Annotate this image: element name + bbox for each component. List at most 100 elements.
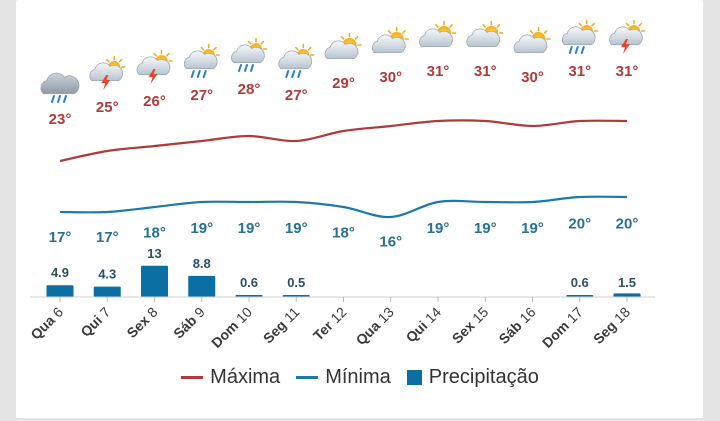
max-temp-label: 23° — [49, 111, 72, 128]
precip-bar — [141, 265, 168, 297]
min-temp-label: 20° — [616, 216, 639, 233]
precip-value-label: 13 — [147, 246, 161, 261]
rain-drop — [196, 70, 201, 78]
rain-sun-icon — [231, 37, 268, 72]
sun-ray — [153, 52, 157, 57]
min-temp-label: 20° — [568, 216, 591, 233]
cloud-shape — [513, 34, 548, 54]
rain-drop — [244, 64, 248, 72]
sun-ray — [449, 24, 453, 28]
sun-ray — [401, 30, 406, 34]
sun-cloud-icon — [419, 20, 457, 48]
max-temp-label: 31° — [568, 63, 591, 80]
sun-ray — [625, 22, 630, 27]
min-temp-label: 16° — [379, 234, 402, 251]
day-label: Sex 15 — [449, 304, 492, 347]
lightning-bolt — [148, 69, 158, 84]
sun-ray — [387, 30, 392, 34]
sun-ray — [435, 24, 439, 28]
cloud-shape — [40, 72, 80, 95]
rain-sun-icon — [278, 43, 315, 78]
precip-value-label: 0.6 — [240, 275, 258, 290]
cloud-shape — [609, 26, 643, 46]
day-label: Ter 12 — [310, 304, 350, 344]
max-temp-label: 28° — [238, 81, 261, 98]
day-label: Qua 13 — [353, 304, 397, 348]
precip-value-label: 8.8 — [193, 256, 211, 271]
precip-value-label: 4.3 — [98, 267, 116, 282]
precip-bar — [613, 293, 641, 297]
day-label: Sáb 9 — [170, 304, 208, 342]
rain-drop — [285, 70, 290, 78]
cloud-shape — [371, 34, 406, 54]
day-label: Seg 11 — [260, 304, 303, 347]
sun-ray — [118, 58, 123, 63]
sun-ray — [340, 36, 345, 40]
cloud-shape — [183, 50, 218, 70]
max-temp-label: 26° — [143, 93, 166, 110]
rain-cloud-icon — [40, 72, 80, 103]
sun-ray — [260, 40, 265, 45]
min-temp-label: 19° — [238, 220, 261, 237]
min-temp-label: 17° — [96, 229, 119, 246]
rain-drop — [190, 70, 195, 78]
cloud-shape — [231, 44, 265, 64]
max-temp-label: 31° — [474, 63, 497, 80]
rain-drop — [250, 64, 254, 72]
rain-drop — [568, 46, 573, 54]
min-temp-label: 18° — [143, 225, 166, 242]
day-label: Qui 7 — [77, 304, 113, 340]
sun-ray — [591, 22, 595, 27]
legend-item-max[interactable]: Máxima — [181, 366, 280, 389]
rain-sun-icon — [561, 19, 599, 54]
min-temp-label: 19° — [474, 220, 497, 237]
max-temp-line — [59, 119, 628, 163]
sun-ray — [543, 30, 548, 34]
sun-ray — [482, 24, 487, 28]
min-temp-label: 17° — [49, 229, 72, 246]
sun-ray — [295, 46, 299, 51]
precip-bar — [93, 286, 121, 297]
sun-ray — [638, 22, 643, 27]
rain-drop — [51, 95, 55, 103]
precip-bar — [46, 285, 74, 297]
legend-item-precip[interactable]: Precipitação — [406, 366, 539, 389]
legend-label-precip: Precipitação — [428, 366, 539, 388]
sun-ray — [529, 30, 534, 34]
sun-ray — [307, 46, 312, 51]
legend-label-min: Mínima — [325, 366, 391, 388]
max-temp-label: 31° — [616, 63, 639, 80]
sun-cloud-icon — [324, 32, 362, 60]
day-label: Dom 10 — [208, 304, 255, 351]
legend-swatch-precip — [406, 370, 422, 385]
lightning-bolt — [101, 75, 111, 90]
rain-sun-icon — [183, 43, 221, 78]
min-temp-label: 19° — [190, 220, 213, 237]
sun-ray — [213, 46, 217, 51]
min-temp-label: 19° — [521, 220, 544, 237]
day-label: Sex 8 — [123, 304, 160, 341]
sun-ray — [247, 40, 252, 45]
rain-drop — [63, 95, 67, 103]
precip-value-label: 0.5 — [287, 275, 305, 290]
legend-item-min[interactable]: Mínima — [296, 366, 391, 389]
rain-drop — [202, 70, 207, 78]
rain-drop — [57, 95, 61, 103]
sun-ray — [578, 22, 583, 27]
min-temp-line — [59, 195, 628, 219]
cloud-shape — [89, 62, 123, 82]
rain-drop — [574, 46, 579, 54]
rain-drop — [291, 70, 296, 78]
max-temp-label: 30° — [521, 69, 544, 86]
sun-ray — [106, 58, 110, 63]
rain-drop — [580, 46, 585, 54]
cloud-shape — [561, 26, 596, 46]
min-temp-label: 18° — [332, 225, 355, 242]
cloud-shape — [278, 50, 312, 70]
precip-value-label: 4.9 — [51, 265, 69, 280]
cloud-shape — [136, 56, 171, 76]
rain-drop — [238, 64, 242, 72]
day-label: Seg 18 — [590, 304, 633, 347]
chart-legend: Máxima Mínima Precipitação — [0, 366, 720, 389]
